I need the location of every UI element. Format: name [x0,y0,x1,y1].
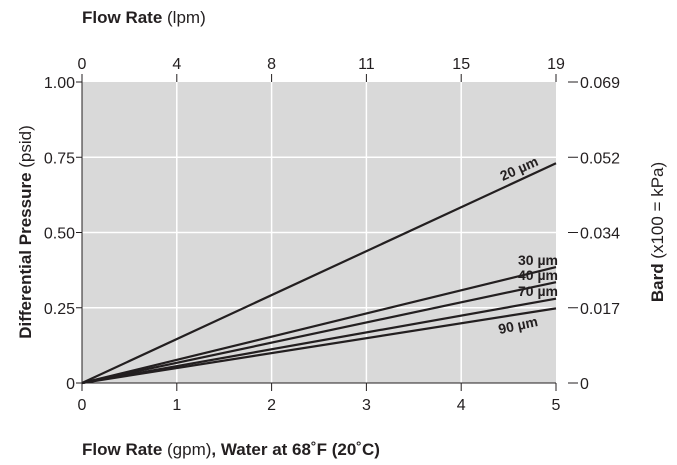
y-tick-label: 1.00 [44,75,75,92]
x-tick-labels: 0 1 2 3 4 5 [78,397,561,414]
right-axis-title: Bard (x100 = kPa) [648,162,667,302]
top-tick-label: 0 [78,56,87,73]
top-tick-label: 15 [452,56,470,73]
y-tick-label: 0.75 [44,150,75,167]
series-line-2 [81,281,557,385]
series-lines [81,162,557,385]
series-label-70um: 70 µm [518,283,558,299]
x-tick-label: 3 [362,397,371,414]
right-tick-label: 0.017 [580,301,620,318]
right-tick-labels: 0 0.017 0.034 0.052 0.069 [580,75,620,393]
top-axis-title: Flow Rate (lpm) [82,8,206,27]
series-label-30um: 30 µm [518,252,558,268]
right-tick-label: 0.034 [580,226,620,243]
top-tick-labels: 0 4 8 11 15 19 [78,56,565,73]
right-tick-label: 0 [580,376,589,393]
top-tick-label: 11 [358,56,375,73]
right-tick-label: 0.069 [580,75,620,92]
grid-lines [82,82,556,383]
series-line-1 [81,266,557,385]
left-axis-title: Differential Pressure (psid) [16,125,35,339]
x-tick-label: 5 [552,397,561,414]
y-tick-label: 0.50 [44,226,75,243]
y-tick-label: 0 [66,376,75,393]
top-tick-label: 4 [172,56,181,73]
series-line-0 [81,162,557,384]
tick-marks [76,74,578,391]
series-line-3 [81,297,557,385]
top-tick-label: 8 [267,56,276,73]
y-tick-labels: 0 0.25 0.50 0.75 1.00 [44,75,75,393]
y-tick-label: 0.25 [44,301,75,318]
x-tick-label: 2 [267,397,276,414]
top-tick-label: 19 [547,56,565,73]
right-tick-label: 0.052 [580,150,620,167]
series-line-4 [81,307,557,385]
x-tick-label: 0 [78,397,87,414]
bottom-axis-title: Flow Rate (gpm), Water at 68˚F (20˚C) [82,440,380,459]
series-label-40um: 40 µm [518,267,558,283]
x-tick-label: 1 [172,397,181,414]
x-tick-label: 4 [457,397,466,414]
